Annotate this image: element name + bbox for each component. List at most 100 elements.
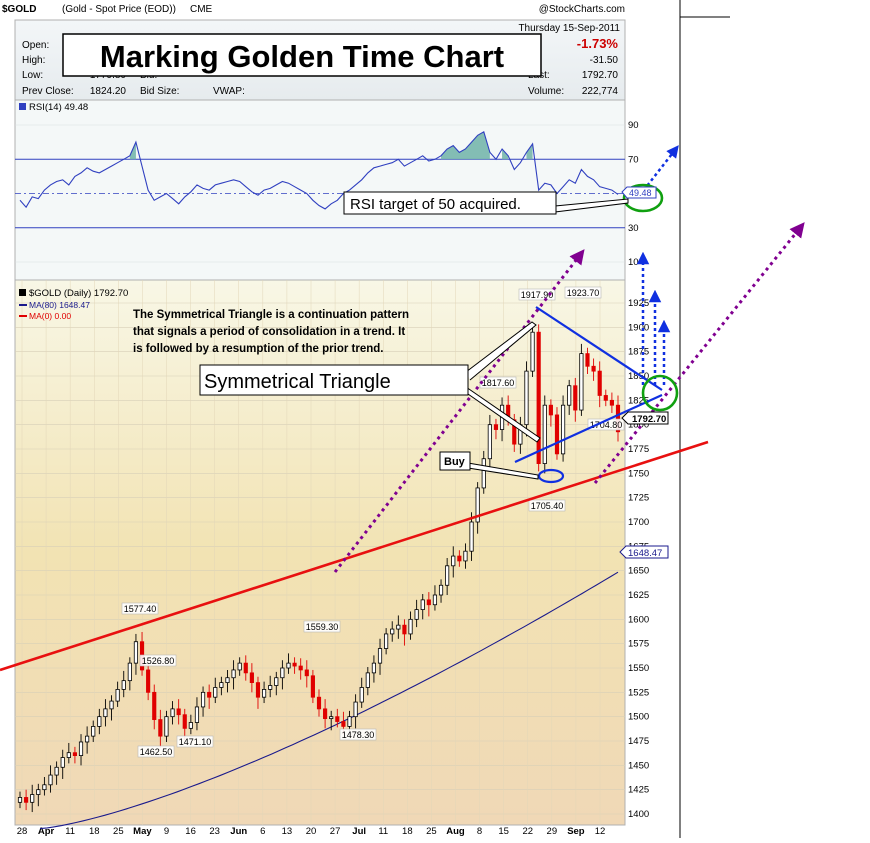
- candle-body: [335, 716, 340, 722]
- candle-body: [164, 716, 169, 737]
- candle: [438, 579, 444, 603]
- price-annotations: 1577.40 1526.80 1462.50 1471.10 1559.30 1478.…: [121, 286, 625, 758]
- date-tick-label: 23: [209, 826, 220, 837]
- candle: [103, 699, 108, 727]
- price-annotation-label: 1577.40: [124, 604, 157, 614]
- candle-body: [170, 708, 175, 718]
- copyright: @StockCharts.com: [539, 4, 625, 15]
- date: Thursday 15-Sep-2011: [518, 23, 620, 34]
- date-tick-label: Sep: [567, 826, 585, 837]
- candle-body: [396, 624, 401, 630]
- note-line-3: is followed by a resumption of the prior…: [133, 343, 383, 355]
- candle-body: [72, 752, 77, 756]
- candle: [408, 611, 413, 640]
- candle: [60, 749, 65, 779]
- candle-body: [481, 458, 486, 489]
- rsi-callout-box: [343, 191, 557, 215]
- red-trendline: [0, 440, 709, 672]
- price-tick-label: 1575: [628, 639, 649, 650]
- candle: [579, 343, 584, 416]
- candle: [48, 765, 53, 793]
- candle: [30, 784, 35, 813]
- date-tick-label: Jun: [230, 826, 247, 837]
- candle-body: [78, 741, 84, 756]
- volume-label: Volume:: [528, 86, 564, 97]
- candle-body: [237, 662, 242, 671]
- triangle-callout-pointer-2: [465, 386, 541, 443]
- candle-body: [384, 633, 389, 649]
- low-label: Low:: [22, 70, 43, 81]
- price-tick-label: 1800: [628, 420, 649, 431]
- rsi-legend: RSI(14) 49.48: [29, 102, 88, 113]
- candle: [36, 783, 41, 807]
- candle-body: [408, 618, 413, 635]
- candle-body: [426, 599, 431, 606]
- date-tick-label: 11: [65, 826, 75, 837]
- candle-body: [146, 669, 151, 693]
- candle: [353, 694, 358, 729]
- price-annotation-box: [303, 620, 341, 633]
- title-banner: [62, 33, 542, 77]
- candle-body: [359, 687, 364, 703]
- candle-body: [487, 424, 492, 460]
- candle-body: [280, 667, 285, 679]
- price-tick-label: 1725: [628, 493, 649, 504]
- candle-body: [597, 370, 602, 396]
- triangle-top: [535, 306, 663, 391]
- candle: [268, 675, 273, 698]
- candle: [78, 734, 84, 766]
- candle: [280, 660, 285, 690]
- candle: [274, 671, 279, 696]
- candle-body: [152, 691, 157, 720]
- date-tick-label: 8: [477, 826, 482, 837]
- purple-arrow-right: [593, 222, 805, 484]
- rsi-overbought-area: [502, 148, 509, 160]
- candle-body: [603, 395, 608, 401]
- candle-body: [451, 555, 456, 567]
- candle-body: [323, 708, 328, 720]
- candle: [463, 543, 468, 569]
- candle-body: [194, 706, 200, 723]
- price-annotation-label: 1817.60: [482, 378, 515, 388]
- price-annotation-label: 1471.10: [179, 737, 212, 747]
- candle: [66, 742, 71, 764]
- price-annotation-label: 1917.90: [521, 290, 554, 300]
- candle-body: [274, 677, 279, 686]
- candle-body: [36, 789, 41, 795]
- candle: [237, 657, 242, 676]
- candle: [609, 392, 614, 413]
- price-annotation-box: [587, 418, 625, 431]
- candle: [200, 686, 206, 717]
- triangle-bottom: [514, 393, 663, 464]
- candle-body: [42, 784, 47, 791]
- candle-body: [591, 365, 596, 372]
- legend-ma80: MA(80) 1648.47: [29, 300, 90, 310]
- candle: [152, 684, 157, 730]
- candle: [176, 699, 181, 725]
- candle: [170, 701, 175, 725]
- date-tick-label: 16: [185, 826, 196, 837]
- candle: [298, 658, 303, 680]
- candle-body: [304, 669, 309, 677]
- candle-body: [371, 662, 376, 674]
- candle: [432, 585, 438, 611]
- rsi-badge: 49.48: [621, 186, 657, 199]
- candle: [585, 347, 590, 375]
- candle: [390, 621, 395, 642]
- candle: [536, 324, 541, 472]
- candle-body: [268, 685, 273, 690]
- candle-body: [463, 550, 468, 562]
- date-tick-label: 25: [426, 826, 437, 837]
- green-circle-rsi: [622, 183, 664, 213]
- candle: [377, 638, 383, 675]
- candle-body: [524, 370, 529, 426]
- buy-circle: [537, 468, 565, 484]
- candle: [91, 720, 96, 742]
- symbol: $GOLD: [2, 4, 36, 15]
- rsi-line: [19, 130, 619, 210]
- price-annotation-label: 1526.80: [142, 656, 175, 666]
- candle: [164, 710, 169, 742]
- candle-body: [30, 794, 35, 803]
- triangle-callout-pointer: [465, 321, 537, 381]
- svg-text:1792.70: 1792.70: [632, 414, 666, 425]
